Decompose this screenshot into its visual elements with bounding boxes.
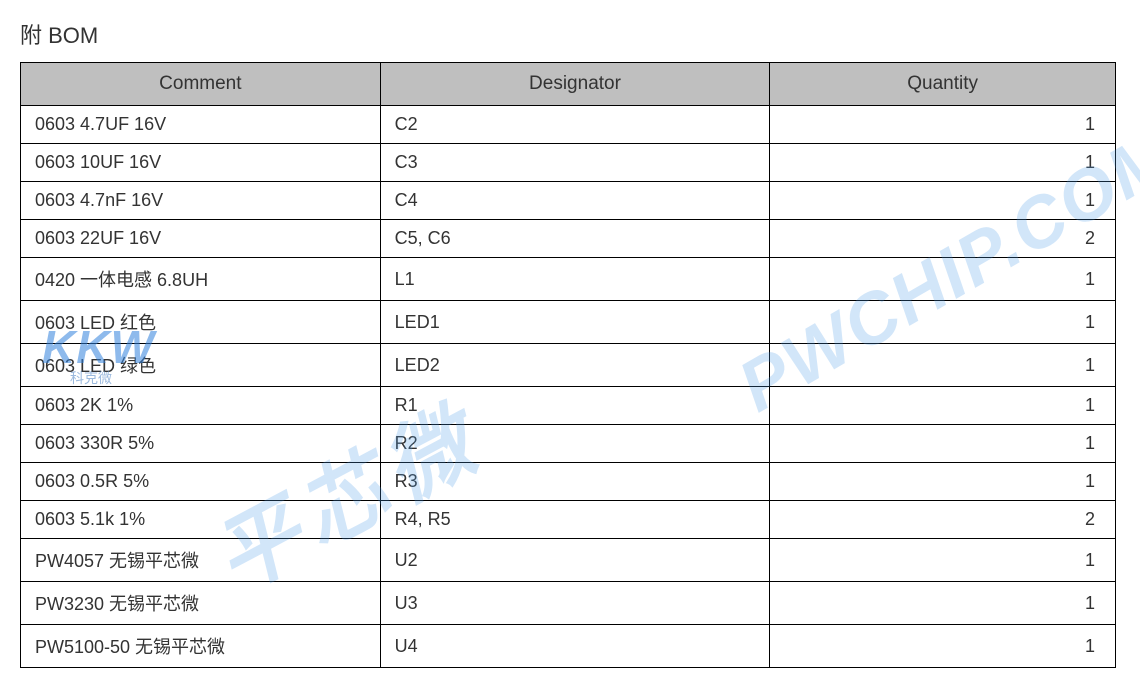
table-row: 0603 4.7nF 16VC41 bbox=[21, 182, 1116, 220]
cell-designator: R1 bbox=[380, 387, 770, 425]
cell-designator: C4 bbox=[380, 182, 770, 220]
table-row: 0420 一体电感 6.8UHL11 bbox=[21, 258, 1116, 301]
table-row: 0603 LED 绿色LED21 bbox=[21, 344, 1116, 387]
cell-comment: 0603 LED 红色 bbox=[21, 301, 381, 344]
table-row: PW5100-50 无锡平芯微U41 bbox=[21, 625, 1116, 668]
cell-designator: U2 bbox=[380, 539, 770, 582]
cell-quantity: 1 bbox=[770, 625, 1116, 668]
cell-comment: 0603 22UF 16V bbox=[21, 220, 381, 258]
cell-quantity: 2 bbox=[770, 220, 1116, 258]
cell-designator: C5, C6 bbox=[380, 220, 770, 258]
cell-comment: PW4057 无锡平芯微 bbox=[21, 539, 381, 582]
cell-quantity: 1 bbox=[770, 344, 1116, 387]
table-row: 0603 22UF 16VC5, C62 bbox=[21, 220, 1116, 258]
cell-comment: 0603 10UF 16V bbox=[21, 144, 381, 182]
table-row: 0603 4.7UF 16VC21 bbox=[21, 106, 1116, 144]
cell-designator: C3 bbox=[380, 144, 770, 182]
col-header-quantity: Quantity bbox=[770, 63, 1116, 106]
cell-comment: 0420 一体电感 6.8UH bbox=[21, 258, 381, 301]
cell-comment: PW3230 无锡平芯微 bbox=[21, 582, 381, 625]
cell-designator: LED2 bbox=[380, 344, 770, 387]
cell-quantity: 1 bbox=[770, 258, 1116, 301]
page-title: 附 BOM bbox=[20, 18, 1120, 50]
cell-quantity: 1 bbox=[770, 582, 1116, 625]
cell-quantity: 1 bbox=[770, 182, 1116, 220]
cell-comment: 0603 LED 绿色 bbox=[21, 344, 381, 387]
cell-designator: L1 bbox=[380, 258, 770, 301]
cell-quantity: 1 bbox=[770, 539, 1116, 582]
cell-quantity: 2 bbox=[770, 501, 1116, 539]
cell-designator: C2 bbox=[380, 106, 770, 144]
table-row: 0603 2K 1%R11 bbox=[21, 387, 1116, 425]
table-row: 0603 10UF 16VC31 bbox=[21, 144, 1116, 182]
cell-designator: R3 bbox=[380, 463, 770, 501]
table-row: 0603 330R 5%R21 bbox=[21, 425, 1116, 463]
table-body: 0603 4.7UF 16VC21 0603 10UF 16VC31 0603 … bbox=[21, 106, 1116, 668]
cell-quantity: 1 bbox=[770, 144, 1116, 182]
cell-comment: PW5100-50 无锡平芯微 bbox=[21, 625, 381, 668]
cell-quantity: 1 bbox=[770, 425, 1116, 463]
bom-table: Comment Designator Quantity 0603 4.7UF 1… bbox=[20, 62, 1116, 668]
cell-quantity: 1 bbox=[770, 301, 1116, 344]
col-header-designator: Designator bbox=[380, 63, 770, 106]
cell-comment: 0603 330R 5% bbox=[21, 425, 381, 463]
table-row: 0603 LED 红色LED11 bbox=[21, 301, 1116, 344]
cell-designator: R2 bbox=[380, 425, 770, 463]
cell-comment: 0603 2K 1% bbox=[21, 387, 381, 425]
cell-designator: U4 bbox=[380, 625, 770, 668]
table-row: PW4057 无锡平芯微U21 bbox=[21, 539, 1116, 582]
cell-designator: R4, R5 bbox=[380, 501, 770, 539]
cell-comment: 0603 0.5R 5% bbox=[21, 463, 381, 501]
table-row: 0603 0.5R 5%R31 bbox=[21, 463, 1116, 501]
cell-comment: 0603 4.7nF 16V bbox=[21, 182, 381, 220]
table-header-row: Comment Designator Quantity bbox=[21, 63, 1116, 106]
cell-comment: 0603 5.1k 1% bbox=[21, 501, 381, 539]
cell-designator: U3 bbox=[380, 582, 770, 625]
cell-quantity: 1 bbox=[770, 106, 1116, 144]
cell-quantity: 1 bbox=[770, 387, 1116, 425]
cell-comment: 0603 4.7UF 16V bbox=[21, 106, 381, 144]
table-row: PW3230 无锡平芯微U31 bbox=[21, 582, 1116, 625]
cell-quantity: 1 bbox=[770, 463, 1116, 501]
col-header-comment: Comment bbox=[21, 63, 381, 106]
cell-designator: LED1 bbox=[380, 301, 770, 344]
table-row: 0603 5.1k 1%R4, R52 bbox=[21, 501, 1116, 539]
